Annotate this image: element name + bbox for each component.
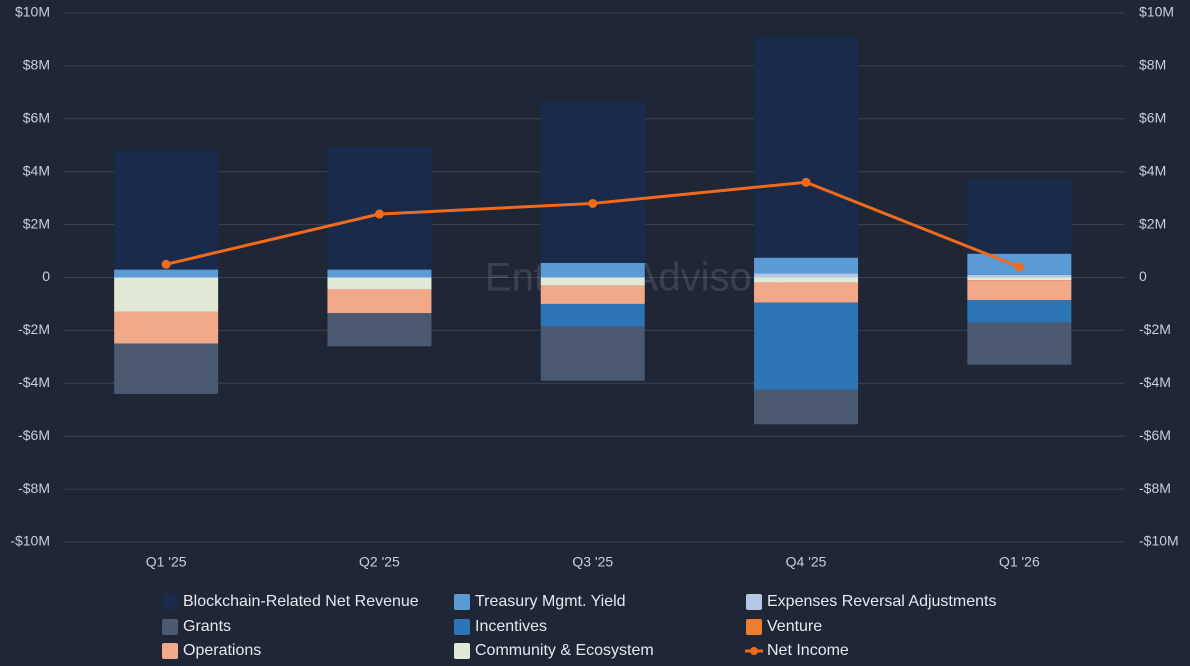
y-tick-label: $4M (23, 162, 50, 178)
line-point (588, 198, 598, 208)
y-tick-label: -$2M (18, 321, 50, 337)
bar-segment (754, 273, 859, 278)
legend-swatch (162, 594, 178, 610)
legend-label: Incentives (475, 618, 547, 635)
line-point (374, 209, 384, 219)
y-tick-label: -$10M (10, 533, 50, 549)
bar-segment (114, 150, 219, 270)
legend-swatch (162, 643, 178, 659)
y2-tick-label: 0 (1139, 268, 1147, 284)
legend-swatch (454, 643, 470, 659)
y-tick-label: -$6M (18, 427, 50, 443)
legend-label: Expenses Reversal Adjustments (767, 593, 996, 610)
bar-segment (967, 322, 1072, 365)
bar-segment (967, 299, 1072, 323)
x-tick-label: Q2 '25 (359, 554, 400, 570)
y2-tick-label: $10M (1139, 4, 1174, 20)
legend-label: Treasury Mgmt. Yield (475, 593, 626, 610)
y-tick-label: $6M (23, 110, 50, 126)
bar-segment (754, 277, 859, 283)
legend-label: Venture (767, 618, 822, 635)
bar-segment (540, 101, 645, 263)
y2-tick-label: $4M (1139, 162, 1166, 178)
bar-segment (754, 389, 859, 425)
y2-tick-label: -$4M (1139, 374, 1171, 390)
x-tick-label: Q1 '26 (999, 554, 1040, 570)
line-point (801, 177, 811, 187)
bar-segment (754, 282, 859, 303)
x-tick-label: Q1 '25 (146, 554, 187, 570)
bar-segment (754, 257, 859, 274)
y-tick-label: $2M (23, 215, 50, 231)
y2-tick-label: -$8M (1139, 480, 1171, 496)
y-tick-label: $8M (23, 57, 50, 73)
bar-segment (540, 326, 645, 381)
legend-swatch (746, 594, 762, 610)
legend-label: Blockchain-Related Net Revenue (183, 593, 419, 610)
bar-segment (540, 277, 645, 286)
bar-segment (327, 313, 432, 347)
bar-segment (967, 274, 1072, 278)
bar-segment (967, 277, 1072, 281)
bar-segment (540, 262, 645, 278)
legend-swatch (746, 619, 762, 635)
bar-segment (114, 277, 219, 312)
y-tick-label: 0 (42, 268, 50, 284)
line-point (161, 259, 171, 269)
legend-label: Net Income (767, 642, 849, 659)
bar-segment (967, 280, 1072, 300)
bar-segment (754, 302, 859, 390)
y-tick-label: $10M (15, 4, 50, 20)
bar-segment (114, 311, 219, 344)
y-tick-label: -$4M (18, 374, 50, 390)
bar-segment (327, 277, 432, 290)
legend-swatch (750, 647, 758, 655)
bar-segment (114, 343, 219, 394)
legend-label: Operations (183, 642, 261, 659)
legend-swatch (454, 594, 470, 610)
y-tick-label: -$8M (18, 480, 50, 496)
y2-tick-label: $6M (1139, 110, 1166, 126)
bar-segment (327, 269, 432, 278)
legend-label: Grants (183, 618, 231, 635)
legend-swatch (162, 619, 178, 635)
y2-tick-label: -$6M (1139, 427, 1171, 443)
legend-swatch (454, 619, 470, 635)
bar-segment (754, 36, 859, 258)
y2-tick-label: -$10M (1139, 533, 1179, 549)
line-point (1014, 262, 1024, 272)
x-tick-label: Q3 '25 (572, 554, 613, 570)
x-tick-label: Q4 '25 (786, 554, 827, 570)
bar-segment (327, 146, 432, 270)
bar-segment (540, 285, 645, 304)
y2-tick-label: $2M (1139, 215, 1166, 231)
y2-tick-label: $8M (1139, 57, 1166, 73)
y2-tick-label: -$2M (1139, 321, 1171, 337)
bar-segment (967, 179, 1072, 254)
legend-label: Community & Ecosystem (475, 642, 654, 659)
bar-segment (327, 289, 432, 314)
bar-segment (114, 269, 219, 278)
bar-segment (540, 303, 645, 327)
